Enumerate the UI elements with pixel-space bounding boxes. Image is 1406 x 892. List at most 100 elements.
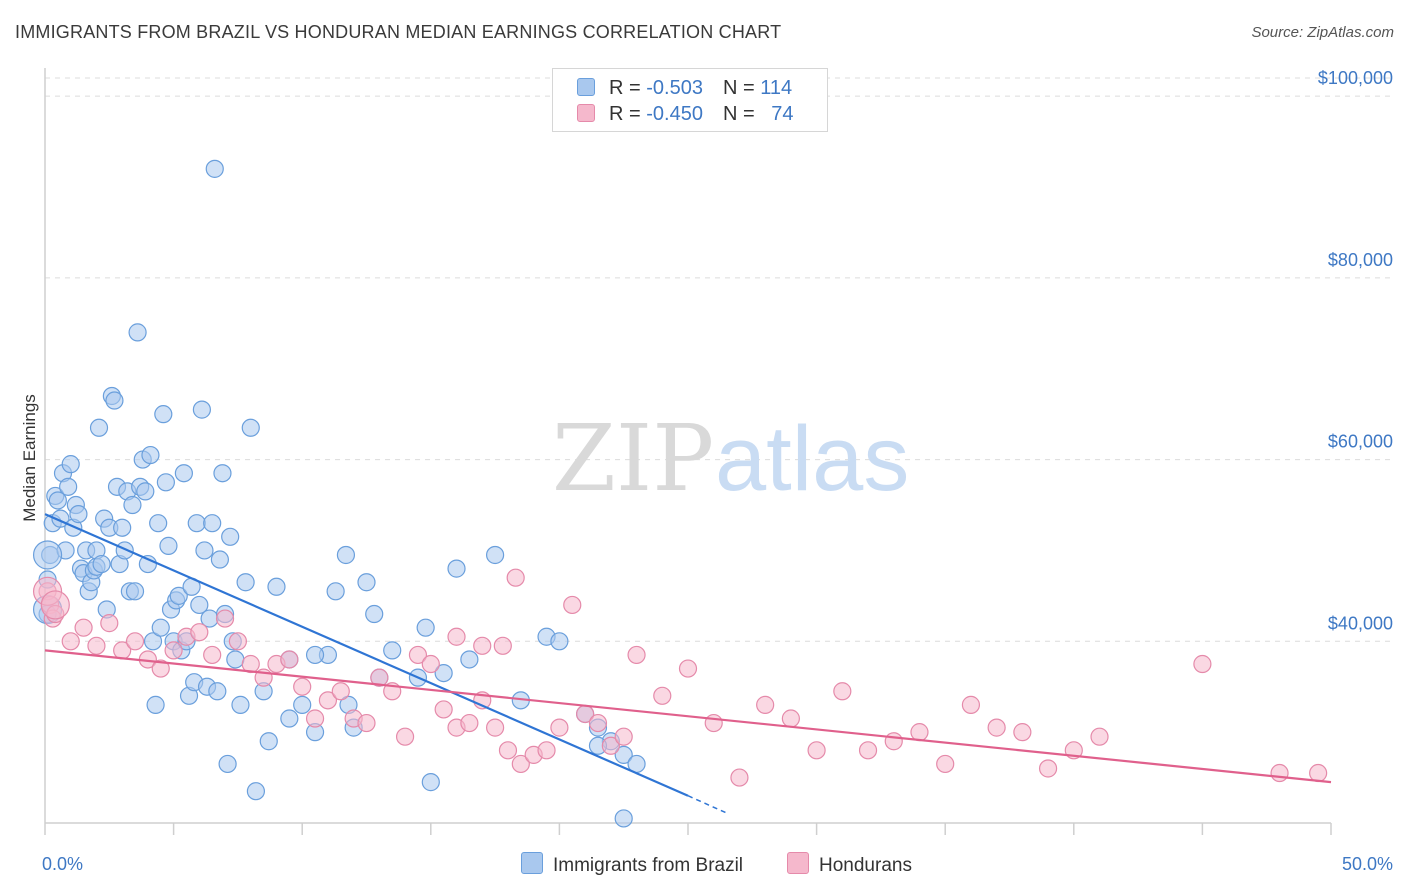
brazil-point — [203, 514, 222, 533]
brazil-point — [336, 545, 356, 565]
honduras-n-value: 74 — [771, 103, 794, 125]
y-tick-label: $100,000 — [1318, 68, 1393, 88]
brazil-point — [416, 618, 435, 637]
brazil-point — [259, 732, 278, 751]
honduras-point — [421, 654, 440, 674]
honduras-point — [434, 700, 453, 719]
brazil-n-label: N = — [722, 77, 761, 99]
honduras-point — [293, 677, 312, 696]
legend-row-brazil: R = -0.503 N = 114 — [577, 77, 792, 99]
brazil-swatch — [577, 78, 595, 96]
axes — [44, 68, 1332, 835]
honduras-point — [408, 645, 428, 665]
brazil-point — [169, 586, 188, 605]
honduras-point — [1090, 727, 1109, 746]
honduras-point-large — [40, 590, 70, 620]
brazil-point — [123, 495, 142, 515]
honduras-point — [164, 641, 183, 660]
brazil-point — [357, 573, 376, 592]
watermark: ZIP atlas — [552, 405, 909, 512]
brazil-point — [59, 477, 78, 496]
brazil-point — [190, 595, 209, 615]
honduras-point — [884, 732, 903, 751]
honduras-point — [447, 627, 466, 646]
honduras-point — [987, 718, 1006, 737]
brazil-point — [210, 550, 229, 569]
honduras-point — [1038, 759, 1058, 778]
x-tick-label: 50.0% — [1342, 854, 1393, 874]
honduras-point — [756, 695, 775, 714]
brazil-point — [213, 464, 232, 483]
honduras-point — [858, 741, 878, 760]
brazil-point — [305, 645, 325, 665]
honduras-point — [537, 741, 556, 760]
brazil-trend-extension — [687, 795, 727, 814]
brazil-point — [156, 473, 175, 492]
y-tick-label: $80,000 — [1328, 250, 1393, 270]
honduras-point — [1013, 723, 1032, 742]
brazil-point — [267, 577, 286, 596]
honduras-point — [678, 659, 698, 678]
honduras-point — [730, 768, 749, 787]
brazil-point — [141, 445, 160, 465]
honduras-point — [833, 682, 852, 701]
honduras-point — [493, 636, 512, 655]
honduras-point — [87, 636, 106, 655]
brazil-point — [226, 650, 245, 669]
brazil-point — [614, 809, 633, 828]
bottom-legend-brazil: Immigrants from Brazil — [521, 852, 743, 877]
honduras-point — [280, 650, 299, 669]
honduras-point — [563, 595, 582, 615]
brazil-point — [48, 491, 67, 510]
honduras-n-label: N = — [722, 103, 761, 125]
honduras-r-value: -0.450 — [646, 103, 703, 125]
brazil-point — [149, 514, 168, 533]
brazil-point — [365, 604, 384, 624]
honduras-point — [215, 609, 235, 628]
brazil-point — [550, 632, 569, 651]
honduras-point — [305, 709, 325, 728]
chart-source: Source: ZipAtlas.com — [1251, 24, 1394, 41]
honduras-point — [550, 718, 569, 737]
brazil-point — [460, 650, 479, 669]
honduras-point — [331, 682, 350, 701]
honduras-point — [961, 695, 981, 714]
honduras-point — [473, 636, 492, 655]
honduras-point — [910, 723, 929, 742]
honduras-point — [627, 645, 646, 665]
honduras-point — [370, 668, 389, 687]
brazil-point — [69, 504, 88, 524]
brazil-point — [208, 682, 227, 701]
brazil-point — [195, 541, 214, 560]
honduras-trend-line — [44, 649, 1332, 784]
honduras-point — [318, 691, 338, 710]
honduras-point — [936, 754, 955, 774]
legend-row-honduras: R = -0.450 N = 74 — [577, 103, 793, 125]
brazil-point — [61, 455, 80, 474]
honduras-point — [781, 709, 800, 728]
honduras-swatch — [577, 104, 595, 122]
bottom-legend-honduras: Hondurans — [787, 852, 912, 877]
brazil-point — [205, 159, 224, 178]
honduras-point — [601, 736, 620, 755]
honduras-point — [395, 727, 415, 746]
honduras-point — [653, 686, 672, 705]
brazil-point — [280, 709, 299, 728]
brazil-point-large — [32, 540, 63, 570]
brazil-point — [614, 745, 633, 764]
brazil-n-value: 114 — [760, 77, 793, 99]
y-tick-label: $40,000 — [1328, 613, 1393, 633]
brazil-point — [218, 754, 237, 774]
honduras-point — [511, 754, 530, 774]
honduras-point — [704, 713, 723, 733]
brazil-point — [154, 405, 173, 424]
brazil-point — [383, 641, 402, 660]
brazil-point — [174, 464, 193, 483]
brazil-legend-swatch — [521, 852, 543, 874]
honduras-point — [1193, 654, 1212, 674]
brazil-point — [192, 400, 211, 419]
brazil-point — [246, 782, 266, 801]
honduras-point — [357, 713, 376, 733]
brazil-point — [486, 545, 505, 565]
brazil-legend-label: Immigrants from Brazil — [553, 855, 744, 876]
